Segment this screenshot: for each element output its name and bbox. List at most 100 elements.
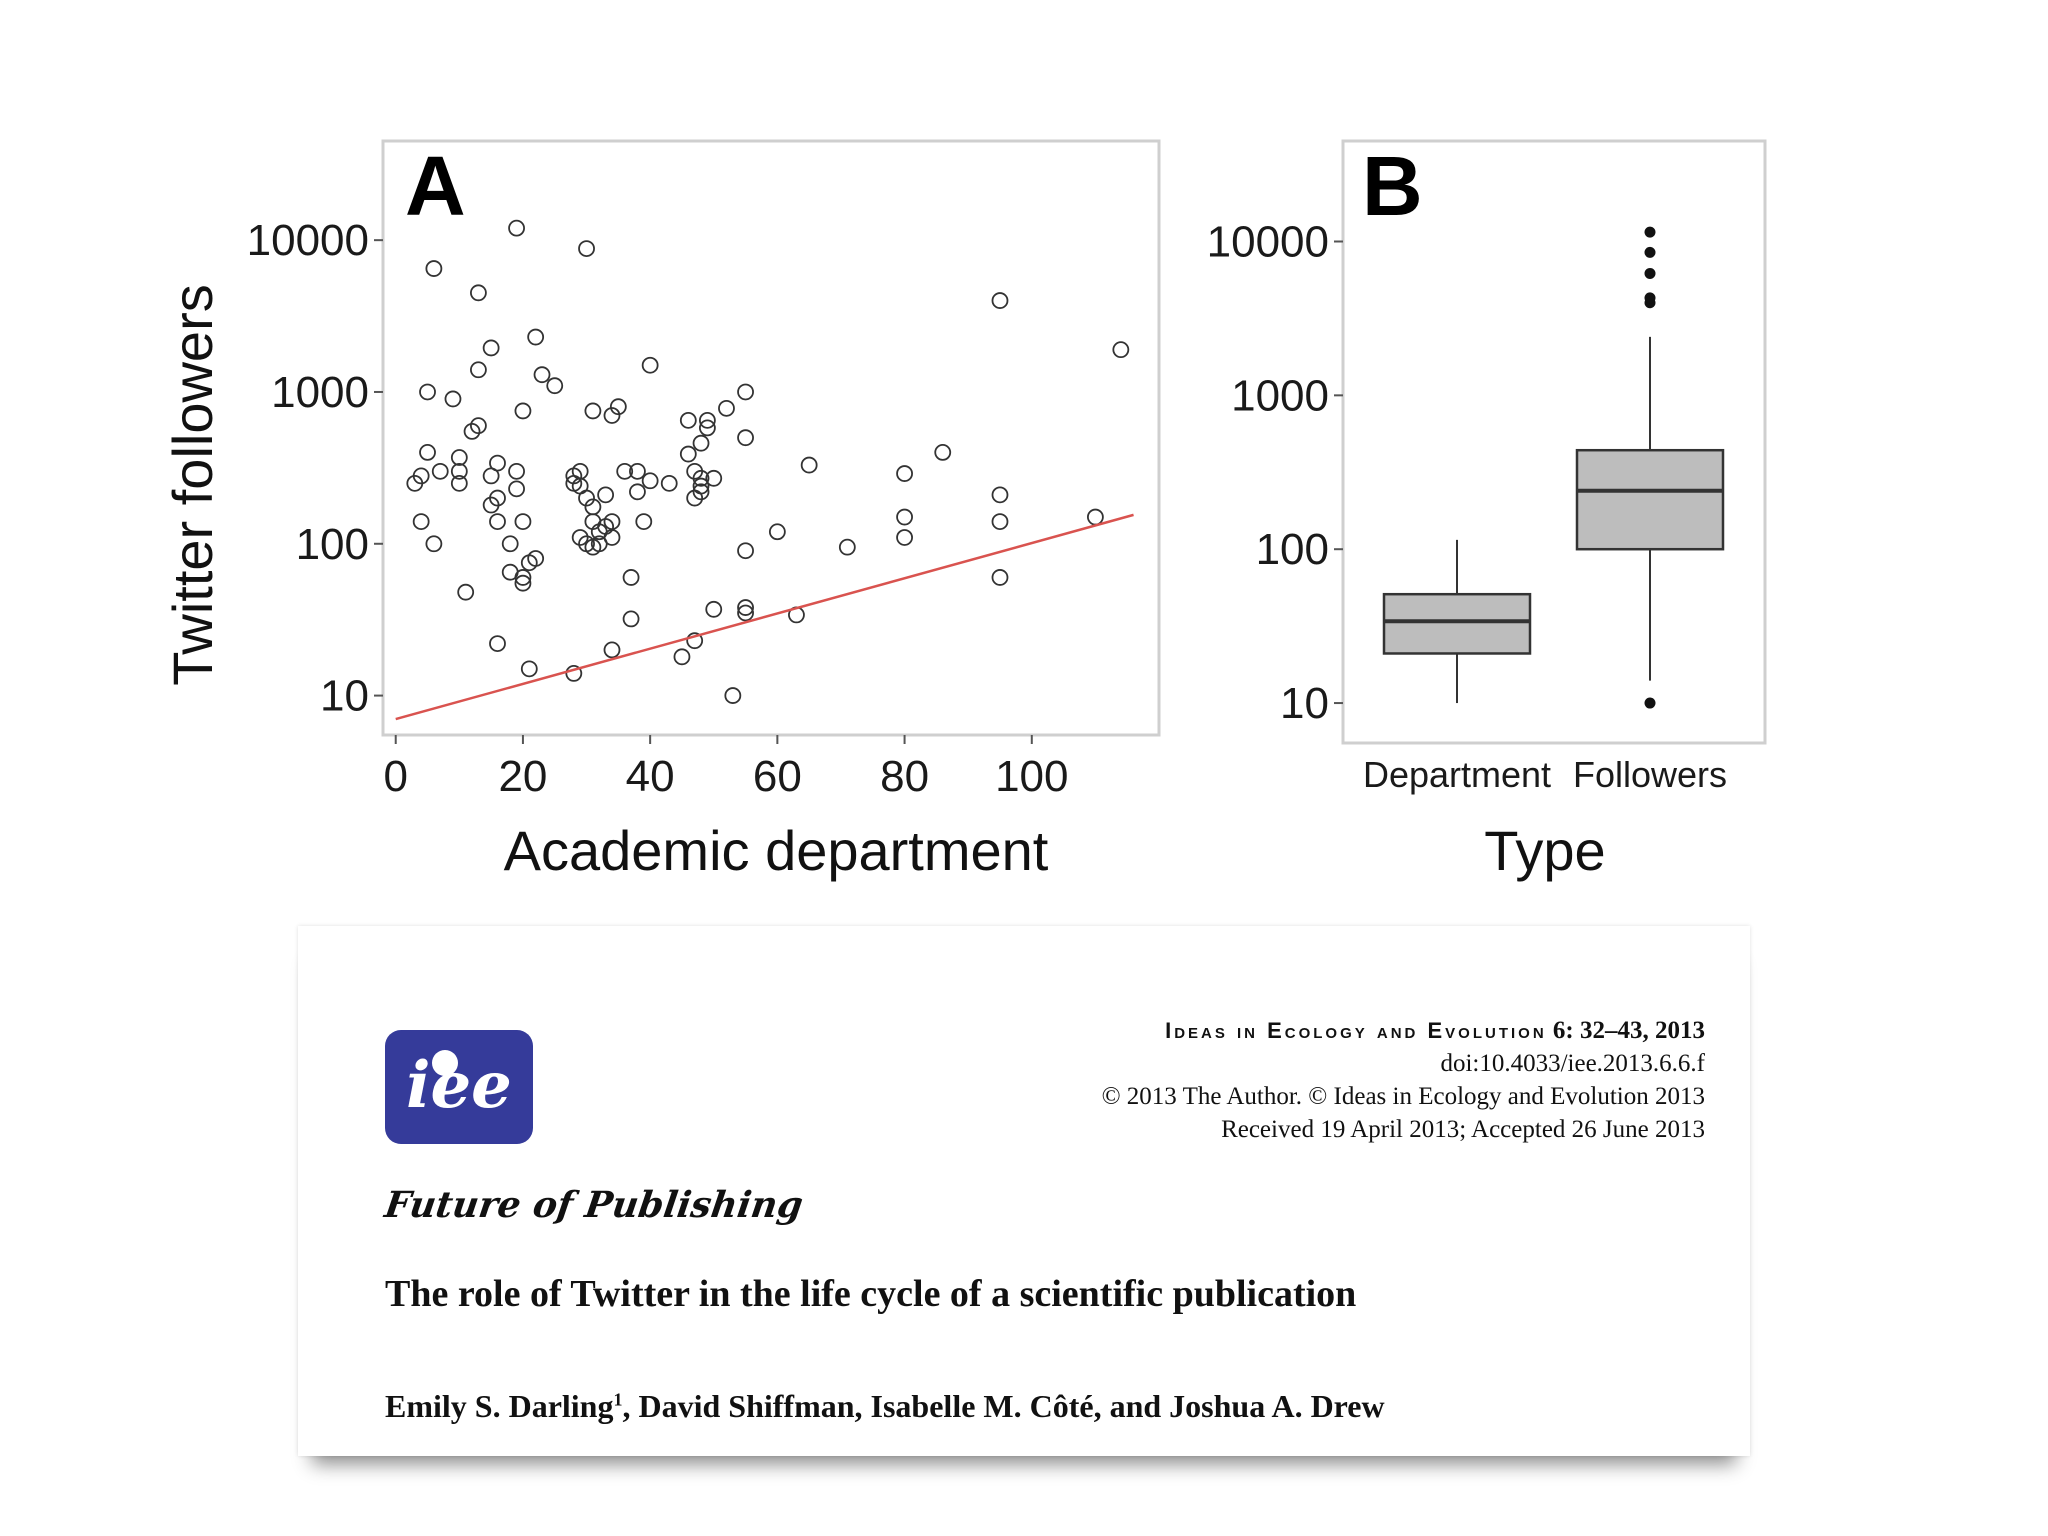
iqr-box bbox=[1575, 448, 1725, 551]
scatter-point bbox=[641, 356, 659, 374]
scatter-point bbox=[737, 429, 754, 447]
scatter-point bbox=[698, 411, 716, 429]
scatter-point bbox=[603, 407, 621, 424]
logo-text: iee bbox=[406, 1048, 512, 1123]
scatter-point bbox=[419, 383, 436, 401]
first-author: Emily S. Darling bbox=[385, 1388, 614, 1424]
affiliation-marker: 1 bbox=[613, 1389, 623, 1410]
scatter-point bbox=[425, 535, 443, 553]
scatter-point bbox=[737, 383, 754, 401]
scatter-point bbox=[991, 513, 1009, 530]
outlier-point bbox=[1644, 226, 1656, 238]
other-authors: , David Shiffman, Isabelle M. Côté, and … bbox=[622, 1388, 1385, 1424]
scatter-point bbox=[482, 339, 500, 357]
scatter-point bbox=[489, 513, 506, 530]
y-tick-label: 10 bbox=[320, 672, 369, 721]
journal-logo: iee bbox=[385, 1030, 533, 1144]
scatter-point bbox=[406, 474, 424, 492]
y-tick-label: 1000 bbox=[1231, 371, 1329, 420]
scatter-point bbox=[679, 445, 697, 463]
scatter-point bbox=[584, 402, 602, 420]
scatter-point bbox=[457, 583, 475, 601]
box-department bbox=[1382, 539, 1532, 704]
outlier-point bbox=[1644, 267, 1656, 279]
scatter-point bbox=[470, 284, 487, 302]
scatter-point bbox=[533, 366, 551, 384]
scatter-point bbox=[737, 542, 754, 560]
scatter-point bbox=[482, 467, 500, 485]
scatter-point bbox=[609, 398, 627, 416]
panel-a-letter: A bbox=[405, 139, 466, 233]
author-list: Emily S. Darling1, David Shiffman, Isabe… bbox=[385, 1388, 1385, 1425]
doi: doi:10.4033/iee.2013.6.6.f bbox=[1440, 1050, 1705, 1077]
scatter-point bbox=[724, 687, 742, 704]
x-tick-label: 80 bbox=[880, 752, 929, 801]
scatter-point bbox=[514, 574, 532, 592]
y-tick-label: 100 bbox=[1256, 525, 1329, 574]
scatter-point bbox=[660, 474, 678, 492]
y-tick-label: 100 bbox=[296, 520, 369, 569]
scatter-point bbox=[692, 469, 710, 487]
scatter-point bbox=[603, 641, 621, 659]
scatter-point bbox=[635, 513, 653, 530]
scatter-point bbox=[571, 529, 589, 546]
x-tick-label: 40 bbox=[626, 752, 675, 801]
category-label-department: Department bbox=[1363, 754, 1551, 795]
iqr-box bbox=[1382, 592, 1532, 655]
scatter-point bbox=[737, 599, 754, 616]
outlier-point bbox=[1644, 292, 1656, 304]
scatter-point bbox=[616, 462, 634, 480]
section-heading: Future of Publishing bbox=[382, 1184, 806, 1226]
received-dates: Received 19 April 2013; Accepted 26 June… bbox=[1221, 1116, 1705, 1143]
scatter-point bbox=[470, 361, 487, 379]
journal-name: Ideas in Ecology and Evolution bbox=[1165, 1018, 1547, 1043]
scatter-point bbox=[698, 419, 716, 437]
scatter-point bbox=[508, 462, 525, 480]
scatter-point bbox=[419, 443, 436, 461]
scatter-point bbox=[431, 462, 449, 480]
scatter-point bbox=[578, 535, 595, 553]
x-tick-label: 20 bbox=[498, 752, 547, 801]
scatter-point bbox=[520, 660, 538, 678]
scatter-point bbox=[686, 632, 704, 650]
paper-header-card: iee Ideas in Ecology and Evolution 6: 32… bbox=[298, 926, 1750, 1456]
panel-b-boxplot: B 10 100 1000 10000 Department Followers Ty… bbox=[1207, 139, 1767, 882]
logo-dot bbox=[432, 1050, 458, 1076]
outlier-point bbox=[1644, 246, 1656, 258]
copyright: © 2013 The Author. © Ideas in Ecology an… bbox=[1101, 1083, 1705, 1110]
scatter-point bbox=[412, 513, 430, 530]
scatter-point bbox=[679, 411, 697, 429]
y-tick-label: 10 bbox=[1280, 679, 1329, 728]
scatter-point bbox=[489, 635, 506, 653]
x-axis-label-type: Type bbox=[1484, 819, 1605, 882]
scatter-point bbox=[578, 489, 595, 507]
scatter-point bbox=[597, 486, 615, 504]
x-axis-label: Academic department bbox=[504, 819, 1049, 882]
scatter-point bbox=[527, 550, 545, 567]
scatter-point bbox=[896, 529, 913, 546]
scatter-point bbox=[622, 569, 640, 586]
outlier-point bbox=[1644, 697, 1656, 709]
panel-b-letter: B bbox=[1362, 139, 1423, 233]
scatter-point bbox=[501, 535, 519, 553]
scatter-point bbox=[463, 422, 481, 440]
scatter-point bbox=[991, 292, 1009, 309]
scatter-point bbox=[482, 496, 500, 514]
scatter-point bbox=[718, 399, 735, 417]
scatter-point bbox=[470, 417, 487, 435]
x-tick-label: 100 bbox=[995, 752, 1068, 801]
scatter-point bbox=[896, 465, 913, 482]
y-tick-label: 10000 bbox=[247, 216, 369, 265]
scatter-point bbox=[622, 610, 640, 628]
box-followers bbox=[1575, 226, 1725, 709]
category-label-followers: Followers bbox=[1573, 754, 1727, 795]
scatter-point bbox=[565, 665, 583, 682]
scatter-point bbox=[629, 483, 646, 501]
figure: A 10 100 1000 10000 0 20 40 60 80 100 Academic d… bbox=[161, 139, 1767, 882]
scatter-point bbox=[896, 508, 913, 526]
scatter-point bbox=[514, 513, 532, 530]
scatter-point bbox=[800, 456, 818, 474]
paper-title: The role of Twitter in the life cycle of… bbox=[385, 1273, 1357, 1315]
scatter-point bbox=[425, 260, 443, 277]
scatter-point bbox=[641, 472, 659, 490]
